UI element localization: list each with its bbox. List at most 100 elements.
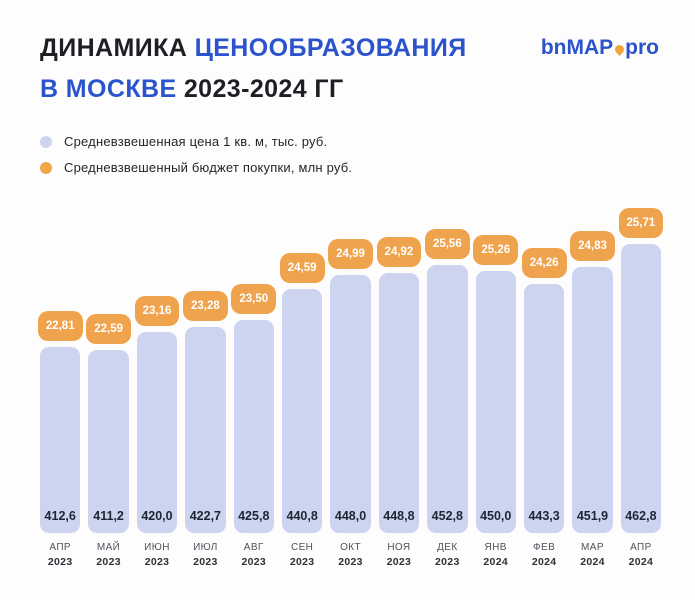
- price-value-label: 448,8: [383, 509, 415, 523]
- price-bar: 450,0: [475, 271, 516, 533]
- year-label: 2023: [289, 556, 315, 568]
- price-bar: 448,0: [330, 275, 371, 533]
- chart-column: 25,56 452,8 ДЕК 2023: [424, 229, 470, 571]
- budget-value-badge: 22,81: [37, 311, 83, 341]
- chart-column: 22,59 411,2 МАЙ 2023: [86, 314, 131, 571]
- logo-text-bn: bn: [540, 36, 567, 59]
- price-bar: 452,8: [427, 265, 468, 533]
- bar-chart: 22,81 412,6 АПР 2023 22,59 411,2 МАЙ 202…: [37, 199, 664, 571]
- page-title: ДИНАМИКА ЦЕНООБРАЗОВАНИЯ В МОСКВЕ 2023-2…: [40, 28, 467, 110]
- budget-value-badge: 25,56: [424, 229, 470, 259]
- legend-item-label: Средневзвешенная цена 1 кв. м, тыс. руб.: [64, 134, 328, 149]
- month-label: АПР: [49, 542, 71, 553]
- bnmap-logo: bnMAP pro: [541, 36, 659, 60]
- price-value-label: 412,6: [44, 509, 76, 523]
- chart-column: 23,16 420,0 ИЮН 2023: [134, 296, 180, 571]
- x-axis-label: ДЕК 2023: [435, 541, 460, 571]
- budget-value-badge: 23,16: [134, 296, 180, 326]
- budget-value-badge: 25,71: [618, 208, 664, 238]
- price-value-label: 443,3: [528, 509, 560, 523]
- year-label: 2024: [580, 556, 605, 568]
- x-axis-label: АПР 2023: [48, 541, 73, 571]
- chart-column: 23,28 422,7 ИЮЛ 2023: [182, 291, 228, 571]
- price-value-label: 448,0: [334, 509, 367, 523]
- x-axis-label: СЕН 2023: [290, 541, 315, 571]
- price-bar: 451,9: [572, 267, 613, 533]
- year-label: 2023: [241, 556, 267, 568]
- year-label: 2023: [193, 556, 218, 568]
- month-label: ОКТ: [340, 542, 361, 553]
- year-label: 2023: [435, 556, 460, 568]
- chart-column: 25,26 450,0 ЯНВ 2024: [473, 235, 519, 571]
- x-axis-label: АПР 2024: [629, 541, 654, 571]
- legend-item: Средневзвешенный бюджет покупки, млн руб…: [40, 160, 661, 175]
- title-part-years: 2023-2024 ГГ: [183, 75, 344, 103]
- price-value-label: 422,7: [189, 509, 221, 523]
- year-label: 2023: [338, 556, 363, 568]
- budget-value-badge: 22,59: [86, 314, 131, 344]
- title-part-moscow: В МОСКВЕ: [40, 75, 177, 103]
- legend-item: Средневзвешенная цена 1 кв. м, тыс. руб.: [40, 134, 661, 149]
- budget-value-badge: 24,26: [521, 248, 567, 278]
- title-part-dynamics: ДИНАМИКА: [40, 34, 188, 62]
- budget-value-badge: 23,50: [231, 284, 277, 314]
- year-label: 2023: [144, 556, 170, 568]
- year-label: 2023: [96, 556, 121, 568]
- logo-text-map: MAP: [566, 36, 614, 59]
- month-label: НОЯ: [387, 542, 411, 553]
- chart-column: 24,99 448,0 ОКТ 2023: [328, 239, 373, 571]
- chart-column: 25,71 462,8 АПР 2024: [618, 208, 664, 571]
- x-axis-label: МАЙ 2023: [96, 541, 121, 571]
- x-axis-label: ИЮН 2023: [144, 541, 170, 571]
- title-part-pricing: ЦЕНООБРАЗОВАНИЯ: [194, 34, 467, 62]
- month-label: АВГ: [243, 542, 264, 553]
- price-value-label: 452,8: [431, 509, 463, 523]
- month-label: ЯНВ: [484, 542, 507, 553]
- year-label: 2024: [483, 556, 508, 568]
- price-value-label: 450,0: [480, 509, 512, 523]
- x-axis-label: НОЯ 2023: [387, 541, 412, 571]
- price-value-label: 425,8: [238, 509, 270, 523]
- year-label: 2023: [47, 556, 73, 568]
- budget-value-badge: 25,26: [473, 235, 519, 265]
- budget-value-badge: 24,92: [376, 237, 422, 267]
- price-value-label: 440,8: [286, 509, 318, 523]
- x-axis-label: ОКТ 2023: [338, 541, 363, 571]
- price-bar: 443,3: [523, 284, 565, 533]
- month-label: ФЕВ: [533, 542, 556, 553]
- chart-column: 23,50 425,8 АВГ 2023: [231, 284, 277, 571]
- x-axis-label: ИЮЛ 2023: [193, 541, 218, 571]
- price-bar: 412,6: [40, 347, 81, 533]
- year-label: 2024: [531, 556, 557, 568]
- month-label: ДЕК: [437, 542, 458, 553]
- month-label: МАЙ: [96, 542, 121, 553]
- month-label: ИЮН: [144, 542, 170, 553]
- x-axis-label: ФЕВ 2024: [532, 541, 557, 571]
- month-label: АПР: [630, 542, 652, 553]
- month-label: ИЮЛ: [193, 542, 218, 553]
- legend: Средневзвешенная цена 1 кв. м, тыс. руб.…: [40, 134, 661, 175]
- year-label: 2024: [628, 556, 654, 568]
- budget-value-badge: 23,28: [182, 291, 228, 321]
- header: ДИНАМИКА ЦЕНООБРАЗОВАНИЯ В МОСКВЕ 2023-2…: [40, 28, 661, 110]
- price-bar: 422,7: [185, 327, 226, 533]
- year-label: 2023: [386, 556, 412, 568]
- price-value-label: 411,2: [93, 509, 124, 523]
- price-value-label: 451,9: [576, 509, 609, 523]
- chart-column: 24,92 448,8 НОЯ 2023: [376, 237, 422, 571]
- price-value-label: 462,8: [625, 509, 657, 523]
- budget-value-badge: 24,59: [279, 253, 325, 283]
- legend-dot-icon: [40, 161, 52, 174]
- x-axis-label: ЯНВ 2024: [483, 541, 508, 571]
- chart-column: 24,83 451,9 МАР 2024: [570, 231, 615, 571]
- infographic-page: ДИНАМИКА ЦЕНООБРАЗОВАНИЯ В МОСКВЕ 2023-2…: [37, 28, 664, 571]
- price-bar: 440,8: [281, 289, 323, 533]
- legend-dot-icon: [40, 135, 52, 148]
- price-value-label: 420,0: [141, 509, 173, 523]
- month-label: МАР: [581, 542, 604, 553]
- price-bar: 462,8: [620, 244, 662, 533]
- chart-column: 24,26 443,3 ФЕВ 2024: [521, 248, 567, 571]
- x-axis-label: МАР 2024: [580, 541, 605, 571]
- x-axis-label: АВГ 2023: [241, 541, 266, 571]
- price-bar: 425,8: [233, 320, 274, 533]
